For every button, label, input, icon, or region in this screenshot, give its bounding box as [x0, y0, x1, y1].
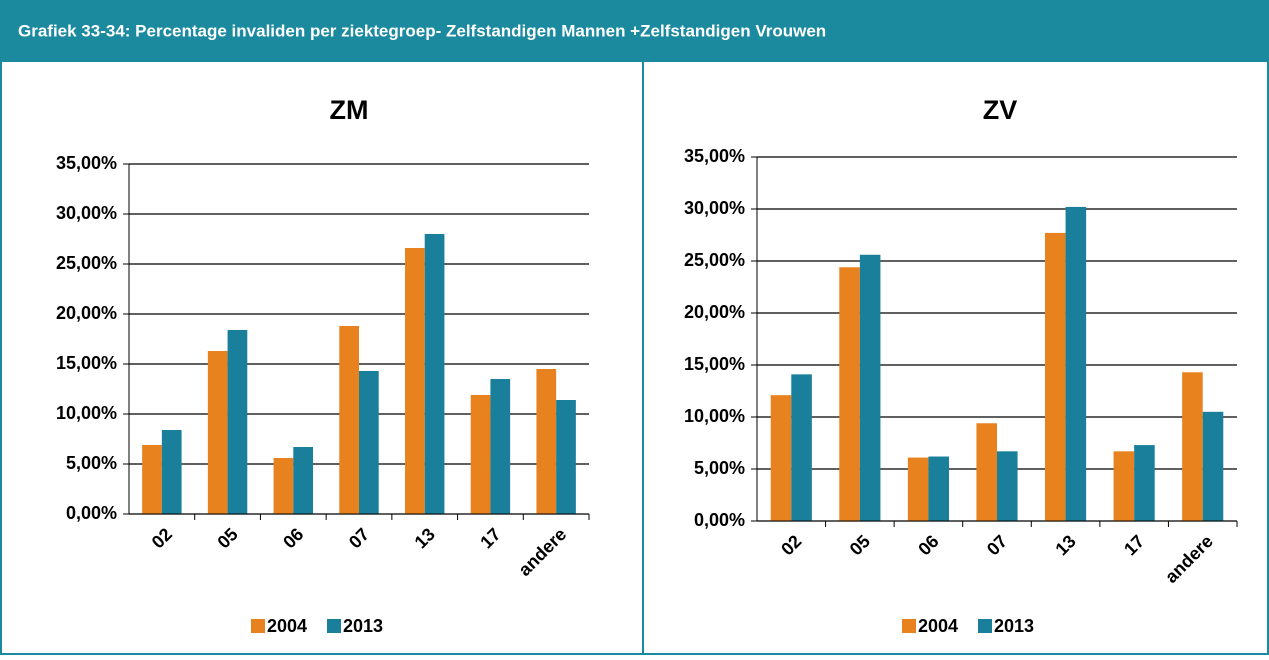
bar — [997, 451, 1018, 521]
x-tick-label: 07 — [983, 531, 1011, 559]
bar — [470, 395, 491, 514]
header-title: Grafiek 33-34: Percentage invaliden per … — [18, 21, 826, 40]
bar — [293, 447, 313, 514]
bar — [770, 395, 792, 521]
x-tick-label: 17 — [476, 524, 504, 552]
bar — [1202, 411, 1224, 521]
bar — [928, 456, 949, 521]
bar — [227, 330, 248, 514]
y-tick-label: 10,00% — [56, 403, 117, 423]
x-tick-label: 13 — [1051, 531, 1079, 559]
y-tick-label: 35,00% — [56, 153, 117, 173]
bar — [273, 458, 294, 514]
legend-label: 2004 — [918, 616, 958, 636]
legend-swatch — [902, 619, 916, 633]
legend-label: 2013 — [994, 616, 1034, 636]
x-tick-label: 05 — [846, 531, 874, 559]
y-tick-label: 10,00% — [684, 406, 745, 426]
bar — [1113, 451, 1135, 521]
x-tick-label: 05 — [213, 524, 241, 552]
bar — [1134, 445, 1155, 521]
legend-swatch — [251, 619, 265, 633]
legend-label: 2013 — [343, 616, 383, 636]
legend-label: 2004 — [267, 616, 307, 636]
bar — [405, 248, 425, 514]
bar — [339, 326, 359, 514]
x-tick-label: 07 — [345, 524, 373, 552]
y-tick-label: 15,00% — [684, 354, 745, 374]
y-tick-label: 0,00% — [66, 503, 117, 523]
y-tick-label: 35,00% — [684, 146, 745, 166]
bar — [859, 254, 881, 521]
y-tick-label: 0,00% — [694, 510, 745, 530]
bar — [161, 430, 182, 514]
chart-title: ZM — [330, 95, 369, 125]
bar — [907, 457, 929, 521]
x-tick-label: andere — [514, 524, 570, 580]
y-tick-label: 20,00% — [56, 303, 117, 323]
y-tick-label: 30,00% — [684, 198, 745, 218]
y-tick-label: 30,00% — [56, 203, 117, 223]
bar — [490, 379, 511, 514]
y-tick-label: 25,00% — [56, 253, 117, 273]
legend-swatch — [327, 619, 341, 633]
bar — [1065, 206, 1087, 522]
bar — [536, 369, 557, 514]
x-tick-label: 06 — [914, 531, 942, 559]
y-tick-label: 5,00% — [66, 453, 117, 473]
bar — [1182, 372, 1203, 521]
x-tick-label: 02 — [148, 524, 176, 552]
x-tick-label: andere — [1161, 531, 1217, 587]
chart-title: ZV — [983, 95, 1018, 125]
y-tick-label: 15,00% — [56, 353, 117, 373]
bar — [976, 423, 997, 521]
x-tick-label: 06 — [279, 524, 307, 552]
legend-swatch — [978, 619, 992, 633]
y-tick-label: 20,00% — [684, 302, 745, 322]
bar — [424, 234, 445, 514]
y-tick-label: 25,00% — [684, 250, 745, 270]
bar — [359, 371, 379, 514]
header-bar — [0, 0, 1269, 62]
x-tick-label: 13 — [411, 524, 439, 552]
bar — [207, 351, 228, 514]
x-tick-label: 02 — [777, 531, 805, 559]
x-tick-label: 17 — [1120, 531, 1148, 559]
y-tick-label: 5,00% — [694, 458, 745, 478]
bar — [791, 374, 812, 521]
bar — [556, 400, 576, 514]
bar — [142, 445, 162, 514]
bar — [839, 267, 860, 521]
bar — [1045, 232, 1066, 522]
